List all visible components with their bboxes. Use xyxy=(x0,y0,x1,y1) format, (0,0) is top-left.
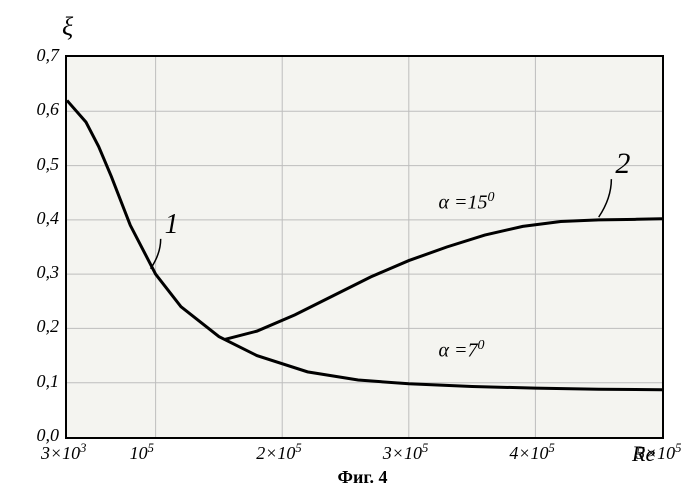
x-axis-label: Re xyxy=(632,441,655,467)
y-tick-label: 0,1 xyxy=(37,371,60,392)
y-tick-label: 0,6 xyxy=(37,99,60,120)
curve-label: 1 xyxy=(165,209,179,241)
y-axis-label: ξ xyxy=(62,12,73,42)
figure-caption: Фиг. 4 xyxy=(338,467,388,488)
x-tick-label: 3×103 xyxy=(41,441,86,464)
y-tick-label: 0,2 xyxy=(37,316,60,337)
x-tick-label: 2×105 xyxy=(256,441,301,464)
x-tick-label: 105 xyxy=(130,441,154,464)
x-tick-label: 3×105 xyxy=(383,441,428,464)
curve-label: 2 xyxy=(615,147,630,181)
y-tick-label: 0,5 xyxy=(37,154,60,175)
curve-1 xyxy=(67,100,662,389)
y-tick-label: 0,4 xyxy=(37,208,60,229)
plot-area xyxy=(65,55,664,439)
series-annotation: α =70 xyxy=(438,338,484,363)
x-tick-label: 4×105 xyxy=(509,441,554,464)
curve-2 xyxy=(225,219,662,340)
curves xyxy=(67,100,662,389)
y-tick-label: 0,3 xyxy=(37,262,60,283)
plot-svg xyxy=(67,57,662,437)
figure-container: ξ 0,00,10,20,30,40,50,60,7 3×1031052×105… xyxy=(0,0,686,500)
y-tick-label: 0,7 xyxy=(37,45,60,66)
series-annotation: α =150 xyxy=(438,190,494,215)
